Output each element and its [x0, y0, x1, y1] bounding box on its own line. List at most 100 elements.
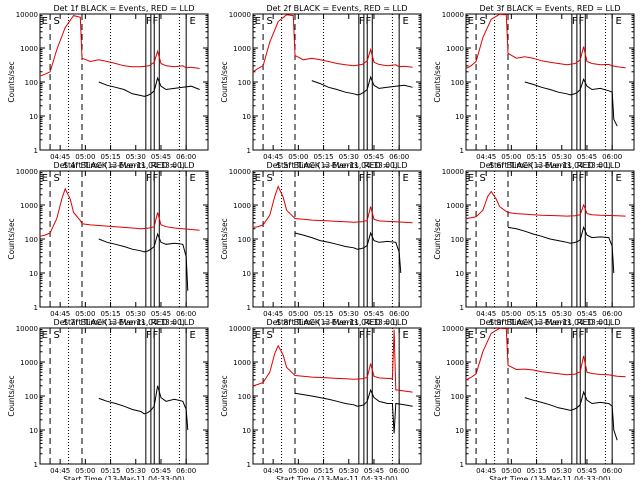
y-axis-label: Counts/sec — [7, 375, 16, 416]
events-series-line — [294, 388, 413, 434]
detector-panel: Det 6f BLACK = Events, RED = LLD 1 10 100 10… — [433, 161, 635, 327]
y-tick-label: 10000 — [229, 168, 251, 176]
marker-letter: S — [53, 173, 59, 184]
marker-letter: E — [255, 330, 261, 341]
plot-frame — [465, 327, 635, 465]
y-tick-label: 100 — [25, 236, 38, 244]
events-series-line — [98, 76, 200, 97]
x-tick-label: 05:15 — [526, 310, 546, 318]
marker-letter: E — [255, 16, 261, 27]
x-tick-label: 05:30 — [552, 310, 572, 318]
plot-frame — [252, 327, 422, 465]
y-tick-label: 10 — [29, 427, 38, 435]
detector-panel: Det 5f BLACK = Events, RED = LLD 1 10 100 10… — [220, 161, 422, 327]
y-tick-label: 10 — [455, 427, 464, 435]
y-axis-label: Counts/sec — [220, 218, 229, 259]
x-tick-label: 05:15 — [313, 310, 333, 318]
marker-letter: F — [146, 330, 152, 341]
marker-letter: F — [579, 173, 585, 184]
x-tick-label: 04:45 — [476, 467, 496, 475]
marker-letter: F — [153, 16, 159, 27]
y-axis-label: Counts/sec — [220, 61, 229, 102]
y-tick-label: 1000 — [20, 359, 38, 367]
x-tick-label: 05:00 — [288, 467, 308, 475]
events-series-line — [98, 385, 189, 431]
panel-title: Det 5f BLACK = Events, RED = LLD — [266, 161, 407, 170]
panel-title: Det 8f BLACK = Events, RED = LLD — [266, 318, 407, 327]
events-series-line — [507, 225, 615, 274]
y-tick-label: 1000 — [233, 359, 251, 367]
marker-letter: E — [42, 330, 48, 341]
y-tick-label: 10000 — [16, 11, 38, 19]
panel-title: Det 7f BLACK = Events, RED = LLD — [53, 318, 194, 327]
x-tick-label: 04:45 — [50, 467, 70, 475]
x-axis-label: Start Time (13-Mar-11 04:33:00) — [63, 161, 185, 170]
panel-title: Det 6f BLACK = Events, RED = LLD — [479, 161, 620, 170]
marker-letter: E — [190, 330, 196, 341]
marker-letter: F — [572, 330, 578, 341]
x-tick-label: 05:15 — [313, 153, 333, 161]
y-tick-label: 10 — [242, 270, 251, 278]
x-axis-label: Start Time (13-Mar-11 04:33:00) — [63, 475, 185, 480]
lld-series-line — [39, 187, 200, 237]
y-axis-label: Counts/sec — [220, 375, 229, 416]
y-tick-label: 1000 — [446, 359, 464, 367]
marker-letter: F — [153, 173, 159, 184]
x-tick-label: 06:00 — [176, 310, 196, 318]
x-tick-label: 06:00 — [176, 153, 196, 161]
marker-letter: S — [266, 173, 272, 184]
marker-letter: E — [403, 330, 409, 341]
y-tick-label: 1 — [460, 147, 464, 155]
marker-letter: S — [479, 330, 485, 341]
x-tick-label: 05:45 — [151, 153, 171, 161]
lld-series-line — [252, 185, 413, 228]
x-tick-label: 04:45 — [476, 310, 496, 318]
marker-letter: E — [403, 16, 409, 27]
x-tick-label: 06:00 — [176, 467, 196, 475]
x-tick-label: 06:00 — [389, 467, 409, 475]
x-tick-label: 05:15 — [526, 467, 546, 475]
x-tick-label: 05:30 — [339, 310, 359, 318]
panel-title: Det 9f BLACK = Events, RED = LLD — [479, 318, 620, 327]
plot-frame — [252, 13, 422, 151]
x-tick-label: 05:45 — [364, 153, 384, 161]
marker-letter: F — [146, 173, 152, 184]
marker-letter: S — [479, 16, 485, 27]
y-tick-label: 1 — [247, 461, 251, 469]
y-tick-label: 10 — [29, 270, 38, 278]
x-axis-label: Start Time (13-Mar-11 04:33:00) — [276, 318, 398, 327]
events-series-line — [98, 232, 189, 291]
y-tick-label: 1 — [34, 304, 38, 312]
y-tick-label: 10000 — [16, 325, 38, 333]
plot-frame — [39, 327, 209, 465]
y-axis-label: Counts/sec — [433, 218, 442, 259]
x-tick-label: 05:45 — [151, 467, 171, 475]
marker-letter: F — [359, 330, 365, 341]
x-tick-label: 04:45 — [263, 467, 283, 475]
y-tick-label: 100 — [451, 79, 464, 87]
x-tick-label: 05:45 — [364, 467, 384, 475]
y-tick-label: 100 — [25, 79, 38, 87]
marker-letter: E — [255, 173, 261, 184]
y-tick-label: 1000 — [446, 45, 464, 53]
y-tick-label: 10 — [242, 427, 251, 435]
marker-letter: S — [266, 330, 272, 341]
detector-panel: Det 2f BLACK = Events, RED = LLD 1 10 100 10… — [220, 4, 422, 170]
lld-series-line — [465, 190, 626, 219]
x-tick-label: 05:30 — [339, 153, 359, 161]
x-tick-label: 04:45 — [263, 153, 283, 161]
y-tick-label: 100 — [238, 236, 251, 244]
lld-series-line — [252, 329, 413, 393]
plot-frame — [39, 170, 209, 308]
x-tick-label: 05:00 — [501, 467, 521, 475]
x-tick-label: 05:30 — [339, 467, 359, 475]
x-tick-label: 06:00 — [602, 467, 622, 475]
y-tick-label: 1000 — [20, 202, 38, 210]
x-axis-label: Start Time (13-Mar-11 04:33:00) — [489, 318, 611, 327]
y-tick-label: 1 — [34, 147, 38, 155]
marker-letter: E — [616, 173, 622, 184]
y-tick-label: 10 — [29, 113, 38, 121]
detector-panel: Det 3f BLACK = Events, RED = LLD 1 10 100 10… — [433, 4, 635, 170]
y-tick-label: 1000 — [233, 45, 251, 53]
x-tick-label: 05:15 — [100, 467, 120, 475]
